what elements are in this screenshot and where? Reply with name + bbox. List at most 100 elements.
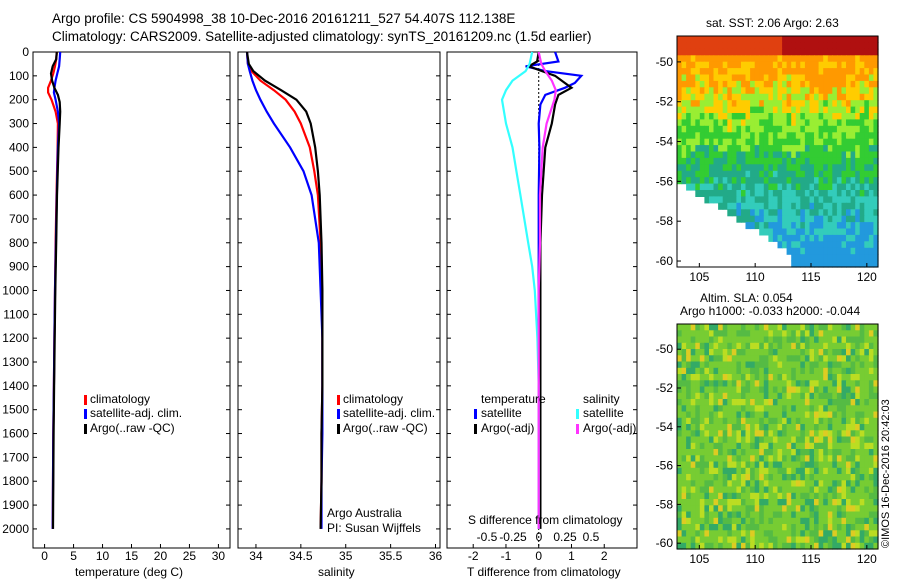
depth-tick-label: 1800: [2, 474, 29, 488]
differences-xtick-label: 0: [535, 549, 542, 563]
differences-series-argo-adj-: [537, 51, 557, 529]
temperature-xtick-label: 5: [70, 549, 77, 563]
depth-tick-label: 1900: [2, 498, 29, 512]
legend-swatch: [84, 395, 87, 405]
sla-map-ytick-label: -58: [656, 497, 674, 511]
salinity-xtick-label: 34.5: [289, 549, 313, 563]
depth-tick-label: 600: [9, 188, 29, 202]
sst-map-ytick-label: -50: [656, 55, 674, 69]
sst-map-title: sat. SST: 2.06 Argo: 2.63: [706, 16, 839, 30]
depth-tick-label: 1000: [2, 283, 29, 297]
sla-map-ytick-label: -50: [656, 342, 674, 356]
temperature-series-argo-raw-qc-: [49, 51, 62, 529]
diff-legend-t-satellite: satellite: [481, 406, 522, 420]
pi-label: PI: Susan Wijffels: [327, 521, 421, 535]
depth-tick-label: 100: [9, 69, 29, 83]
legend-swatch: [84, 424, 87, 434]
diff-legend-s-satellite: satellite: [583, 406, 624, 420]
depth-tick-label: 1700: [2, 450, 29, 464]
legend-swatch: [576, 424, 579, 434]
sst-map-xtick-label: 110: [746, 270, 765, 284]
sla-map-xtick-label: 120: [857, 552, 877, 566]
salinity-xtick-label: 34: [249, 549, 263, 563]
plot-title-line1: Argo profile: CS 5904998_38 10-Dec-2016 …: [52, 11, 516, 26]
sdiff-tick-label: -0.25: [499, 530, 527, 544]
depth-tick-label: 0: [22, 45, 29, 59]
sal-legend-climatology: climatology: [343, 392, 404, 406]
sla-map-title: Altim. SLA: 0.054: [700, 291, 793, 305]
depth-tick-label: 1600: [2, 427, 29, 441]
sdiff-tick-label: 0.5: [583, 530, 600, 544]
sst-map-ytick-label: -56: [656, 174, 674, 188]
legend-swatch: [337, 395, 340, 405]
sla-map-frame: [676, 323, 879, 550]
diff-legend-temperature-title: temperature: [481, 392, 546, 406]
diff-legend-t-argo: Argo(-adj): [481, 421, 535, 435]
legend-swatch: [337, 409, 340, 419]
depth-tick-label: 200: [9, 93, 29, 107]
diff-legend-salinity-title: salinity: [583, 392, 620, 406]
sst-map-ytick-label: -54: [656, 135, 674, 149]
differences-xtick-label: 2: [601, 549, 608, 563]
sal-legend-argo: Argo(..raw -QC): [343, 421, 428, 435]
depth-tick-label: 500: [9, 164, 29, 178]
temperature-xtick-label: 25: [183, 549, 197, 563]
temperature-xtick-label: 15: [125, 549, 139, 563]
sst-map-ytick-label: -58: [656, 214, 674, 228]
depth-tick-label: 1500: [2, 403, 29, 417]
salinity-xtick-label: 35: [339, 549, 353, 563]
sst-map-xtick-label: 115: [801, 270, 820, 284]
sst-map-xtick-label: 105: [689, 270, 709, 284]
sla-map-image: [677, 324, 879, 550]
salinity-series-argo-raw-qc-: [245, 51, 324, 529]
differences-series-argo-adj-: [526, 51, 574, 529]
salinity-xtick-label: 36: [429, 549, 443, 563]
argo-australia-label: Argo Australia: [327, 506, 402, 520]
temperature-xtick-label: 10: [96, 549, 110, 563]
salinity-xtick-label: 35.5: [379, 549, 403, 563]
differences-frame: [446, 51, 638, 549]
temperature-frame: [32, 51, 231, 549]
imos-credit: ©IMOS 16-Dec-2016 20:42:03: [880, 399, 892, 548]
sst-map-xtick-label: 120: [857, 270, 877, 284]
sal-legend-satellite: satellite-adj. clim.: [343, 406, 436, 420]
sst-map-ytick-label: -52: [656, 95, 674, 109]
t-difference-xlabel: T difference from climatology: [467, 565, 621, 579]
depth-tick-label: 700: [9, 212, 29, 226]
temperature-xlabel: temperature (deg C): [75, 565, 184, 579]
depth-tick-label: 800: [9, 236, 29, 250]
temp-legend-argo: Argo(..raw -QC): [90, 421, 175, 435]
sla-map-subtitle: Argo h1000: -0.033 h2000: -0.044: [680, 304, 861, 318]
temp-legend-climatology: climatology: [90, 392, 151, 406]
temperature-xtick-label: 0: [41, 549, 48, 563]
sdiff-tick-label: 0.25: [553, 530, 577, 544]
sdiff-tick-label: -0.5: [477, 530, 498, 544]
depth-tick-label: 900: [9, 260, 29, 274]
sla-map-ytick-label: -52: [656, 381, 674, 395]
legend-swatch: [474, 409, 477, 419]
differences-xtick-label: -2: [468, 549, 479, 563]
sla-map-ytick-label: -56: [656, 459, 674, 473]
differences-xtick-label: 1: [568, 549, 575, 563]
salinity-xlabel: salinity: [318, 565, 355, 579]
depth-tick-label: 1300: [2, 355, 29, 369]
legend-swatch: [576, 409, 579, 419]
depth-tick-label: 400: [9, 140, 29, 154]
sst-map-image: [677, 36, 879, 268]
sla-map-xtick-label: 115: [801, 552, 820, 566]
legend-swatch: [474, 424, 477, 434]
depth-tick-label: 1400: [2, 379, 29, 393]
sst-map-ytick-label: -60: [656, 254, 674, 268]
sla-map-ytick-label: -60: [656, 536, 674, 550]
diff-legend-s-argo: Argo(-adj): [583, 421, 637, 435]
depth-tick-label: 2000: [2, 522, 29, 536]
differences-xtick-label: -1: [501, 549, 512, 563]
sla-map-xtick-label: 105: [689, 552, 709, 566]
s-difference-xlabel: S difference from climatology: [468, 513, 623, 527]
legend-swatch: [84, 409, 87, 419]
temp-legend-satellite: satellite-adj. clim.: [90, 406, 183, 420]
depth-tick-label: 300: [9, 117, 29, 131]
sst-map-frame: [676, 35, 879, 268]
plot-title-line2: Climatology: CARS2009. Satellite-adjuste…: [52, 29, 592, 44]
